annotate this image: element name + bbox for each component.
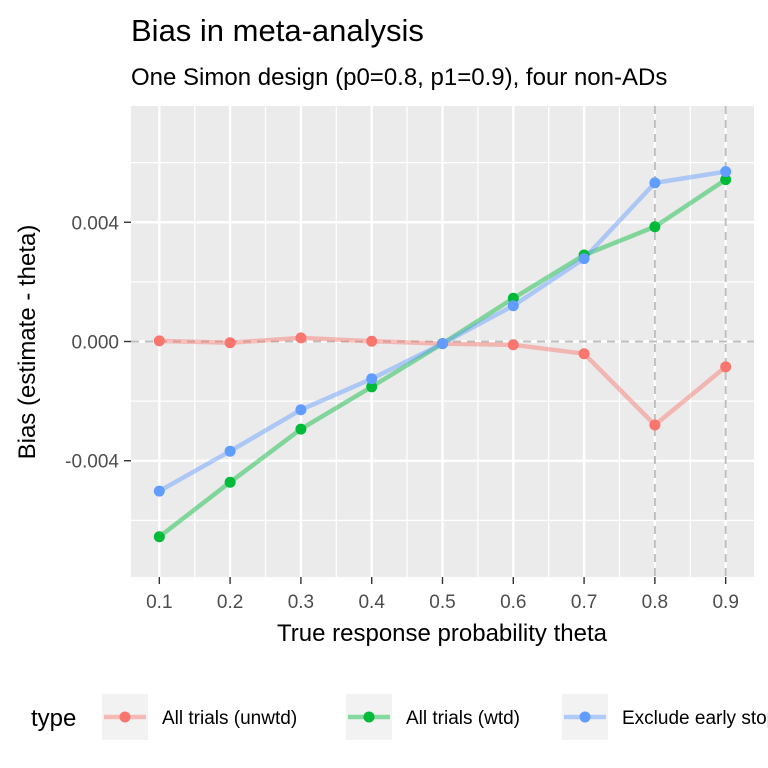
- x-tick-label: 0.6: [500, 592, 526, 613]
- x-tick-label: 0.2: [217, 592, 243, 613]
- legend: type All trials (unwtd) All trials (wtd) E…: [31, 694, 768, 740]
- series-3-point: [224, 445, 236, 457]
- legend-key-point-3: [579, 711, 591, 723]
- series-2-point: [649, 221, 661, 233]
- x-tick-label: 0.1: [146, 592, 172, 613]
- y-axis-title: Bias (estimate - theta): [14, 225, 41, 460]
- series-1-point: [578, 348, 590, 360]
- series-3-point: [507, 300, 519, 312]
- series-2-point: [153, 531, 165, 543]
- series-3-point: [437, 338, 448, 350]
- legend-label-2: All trials (wtd): [406, 708, 520, 729]
- series-2-point: [720, 174, 732, 186]
- legend-label-1: All trials (unwtd): [162, 708, 297, 729]
- x-tick-label: 0.4: [358, 592, 385, 613]
- y-tick-label: -0.004: [65, 452, 119, 473]
- series-1-point: [649, 419, 661, 431]
- legend-title: type: [31, 705, 76, 732]
- chart-subtitle: One Simon design (p0=0.8, p1=0.9), four …: [131, 64, 667, 91]
- series-3-point: [295, 404, 307, 416]
- series-2-point: [224, 476, 236, 488]
- data-series: [153, 166, 732, 543]
- x-axis-title: True response probability theta: [277, 620, 608, 647]
- series-1-point: [720, 361, 732, 373]
- series-3-point: [578, 253, 590, 265]
- series-1-point: [153, 335, 165, 347]
- legend-label-3: Exclude early stopping: [622, 708, 768, 729]
- x-tick-label: 0.7: [571, 592, 597, 613]
- x-tick-label: 0.8: [642, 592, 668, 613]
- x-tick-label: 0.9: [712, 592, 738, 613]
- series-2-point: [295, 423, 307, 435]
- chart-title: Bias in meta-analysis: [131, 13, 424, 48]
- y-axis: -0.004 0.000 0.004: [65, 213, 131, 473]
- legend-key-point-2: [363, 711, 375, 723]
- x-axis: 0.1 0.2 0.3 0.4 0.5 0.6 0.7 0.8 0.9: [146, 577, 739, 613]
- series-1-point: [507, 339, 519, 351]
- x-tick-label: 0.5: [429, 592, 455, 613]
- series-2-point: [366, 381, 378, 393]
- series-3-point: [649, 177, 661, 189]
- x-tick-label: 0.3: [288, 592, 314, 613]
- y-tick-label: 0.000: [71, 333, 119, 354]
- series-1-point: [295, 332, 307, 344]
- series-1-point: [366, 335, 378, 347]
- series-1-point: [224, 337, 236, 349]
- legend-key-point-1: [119, 711, 131, 723]
- y-tick-label: 0.004: [71, 213, 119, 234]
- series-3-point: [153, 485, 165, 497]
- series-3-point: [720, 166, 732, 178]
- series-3-point: [366, 373, 378, 385]
